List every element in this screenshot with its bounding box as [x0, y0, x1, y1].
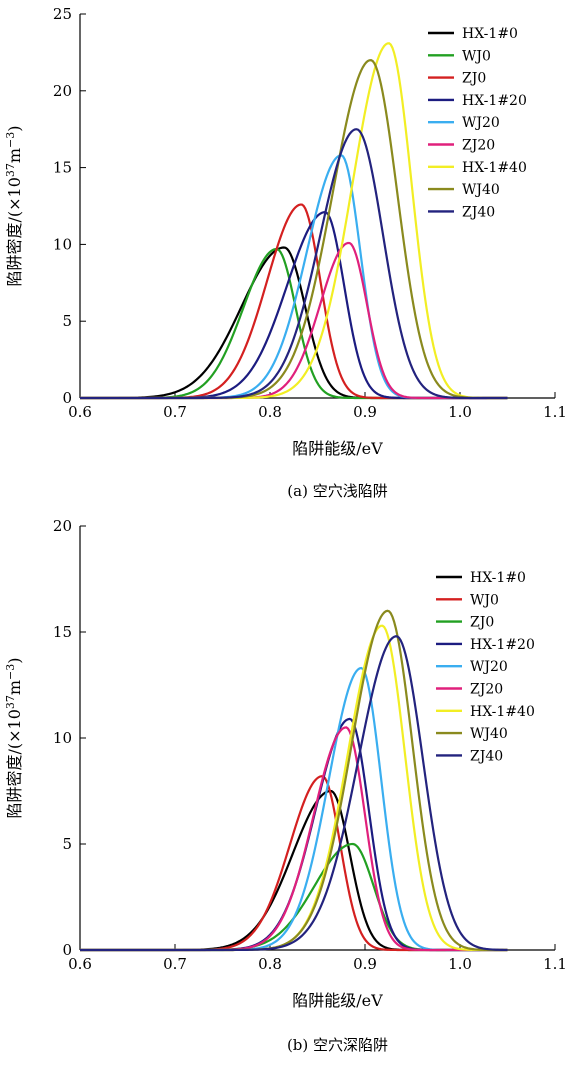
series-line [80, 789, 508, 952]
y-tick-label: 20 [53, 82, 72, 100]
legend-label: ZJ0 [462, 71, 486, 87]
chart-panel-b: 0.6 0.7 0.8 0.9 1.0 1.1 0 5 10 15 20 陷阱能级/eV 陷阱密度/(×… [0, 517, 571, 1062]
y-axis-title: 陷阱密度/(×1037m−3) [4, 125, 24, 286]
legend-label: WJ0 [462, 48, 491, 64]
series-line [80, 42, 508, 400]
x-tick-label: 0.9 [353, 403, 377, 421]
chart-b-svg: 0.6 0.7 0.8 0.9 1.0 1.1 0 5 10 15 20 陷阱能级/eV 陷阱密度/(×… [4, 517, 567, 1054]
x-tick-label: 1.1 [543, 403, 567, 421]
x-tick-label: 1.0 [448, 403, 472, 421]
x-tick-label: 1.1 [543, 955, 567, 973]
legend-label: ZJ40 [462, 204, 495, 220]
legend-label: ZJ40 [470, 748, 503, 764]
legend-label: ZJ20 [470, 682, 503, 698]
series-line [80, 609, 508, 952]
x-axis-title: 陷阱能级/eV [292, 439, 383, 458]
chart-a-svg: 0.6 0.7 0.8 0.9 1.0 1.1 0 5 10 15 20 25 陷阱能级/eV 陷阱密度/… [4, 5, 567, 500]
x-tick-label: 0.7 [163, 403, 187, 421]
legend-label: HX-1#0 [470, 570, 526, 586]
series-line [80, 635, 508, 952]
legend-label: WJ0 [470, 592, 499, 608]
legend-label: HX-1#20 [470, 637, 535, 653]
series-line [80, 842, 508, 952]
series-line [80, 58, 508, 400]
legend-label: WJ40 [470, 726, 508, 742]
x-axis-title: 陷阱能级/eV [292, 991, 383, 1010]
y-tick-label: 5 [62, 312, 72, 330]
y-tick-label: 10 [53, 235, 72, 253]
legend-label: ZJ0 [470, 615, 494, 631]
y-tick-label: 0 [62, 389, 72, 407]
legend-label: HX-1#40 [462, 160, 527, 176]
x-tick-label: 0.6 [68, 955, 92, 973]
legend-label: WJ40 [462, 182, 500, 198]
x-tick-label: 0.6 [68, 403, 92, 421]
y-tick-label: 15 [53, 159, 72, 177]
chart-panel-a: 0.6 0.7 0.8 0.9 1.0 1.1 0 5 10 15 20 25 陷阱能级/eV 陷阱密度/… [0, 0, 571, 520]
legend-label: HX-1#0 [462, 26, 518, 42]
chart-caption: (b) 空穴深陷阱 [287, 1036, 388, 1054]
x-tick-label: 1.0 [448, 955, 472, 973]
y-tick-label: 0 [62, 941, 72, 959]
y-tick-label: 20 [53, 520, 72, 535]
legend-label: HX-1#40 [470, 704, 535, 720]
series-line [80, 128, 508, 400]
y-tick-label: 25 [53, 5, 72, 23]
x-tick-label: 0.8 [258, 403, 282, 421]
y-tick-label: 10 [53, 729, 72, 747]
legend-label: HX-1#20 [462, 93, 527, 109]
y-tick-label: 15 [53, 623, 72, 641]
series-line [80, 624, 508, 952]
y-axis-title: 陷阱密度/(×1037m−3) [4, 657, 24, 818]
x-tick-label: 0.7 [163, 955, 187, 973]
series-line [80, 154, 508, 400]
legend-label: WJ20 [462, 115, 500, 131]
y-tick-label: 5 [62, 835, 72, 853]
x-tick-label: 0.9 [353, 955, 377, 973]
x-tick-label: 0.8 [258, 955, 282, 973]
legend-label: WJ20 [470, 659, 508, 675]
chart-caption: (a) 空穴浅陷阱 [287, 482, 387, 500]
legend-label: ZJ20 [462, 138, 495, 154]
